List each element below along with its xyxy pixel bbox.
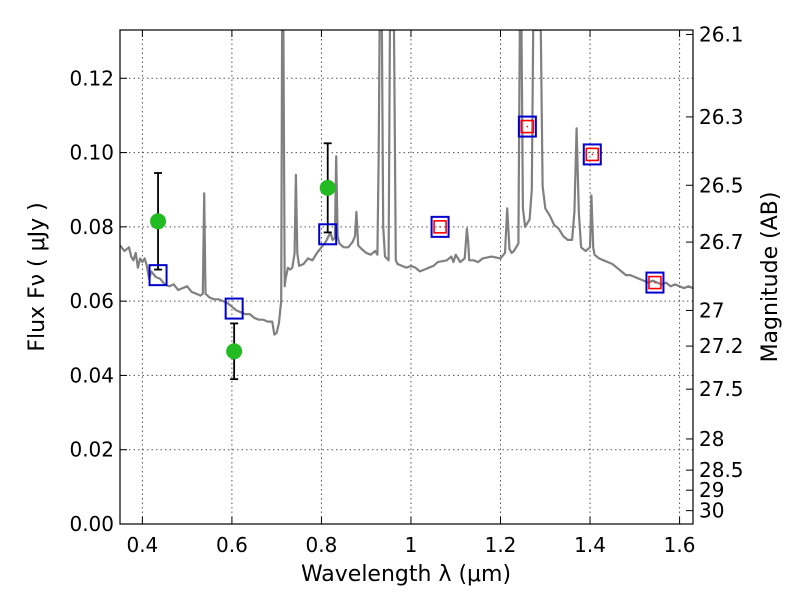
model-spectrum-line xyxy=(120,30,693,336)
model-photometry-marker xyxy=(582,143,602,166)
y2-axis-label: Magnitude (AB) xyxy=(758,192,783,363)
y-tick-label: 0.02 xyxy=(69,438,114,462)
y-tick-label: 0.10 xyxy=(69,141,114,165)
y2-tick-label: 26.1 xyxy=(699,22,744,46)
upper-limit-marker xyxy=(585,147,600,162)
y-tick-label: 0.06 xyxy=(69,289,114,313)
model-photometry-marker xyxy=(645,271,665,294)
model-photometry-marker xyxy=(430,215,450,238)
plot-frame xyxy=(119,29,694,525)
y2-tick-label: 26.7 xyxy=(699,230,744,254)
y2-tick-label: 26.3 xyxy=(699,105,744,129)
x-tick-label: 1.4 xyxy=(574,533,606,557)
y2-tick-label: 27.5 xyxy=(699,377,744,401)
x-axis-label: Wavelength λ (μm) xyxy=(301,562,511,587)
y2-tick-label: 28 xyxy=(699,427,724,451)
y-tick-label: 0.00 xyxy=(69,512,114,536)
upper-limit-marker xyxy=(433,220,447,234)
y-tick-label: 0.08 xyxy=(69,215,114,239)
model-photometry-marker xyxy=(517,115,537,138)
plot-area xyxy=(120,30,693,381)
upper-limit-dot xyxy=(526,125,529,128)
model-photometry-marker xyxy=(318,223,338,246)
x-tick-label: 0.6 xyxy=(216,533,248,557)
model-photometry-marker xyxy=(148,264,168,287)
x-tick-label: 1.2 xyxy=(485,533,517,557)
upper-limit-dot xyxy=(654,281,656,284)
x-tick-label: 1 xyxy=(405,533,418,557)
y2-tick-label: 29 xyxy=(699,478,724,502)
y2-tick-label: 26.5 xyxy=(699,173,744,197)
y2-tick-label: 28.5 xyxy=(699,458,744,482)
x-tick-label: 0.8 xyxy=(306,533,338,557)
y-tick-label: 0.12 xyxy=(69,66,114,90)
model-photometry-marker xyxy=(224,297,244,320)
upper-limit-dot xyxy=(439,226,441,228)
y2-tick-label: 27 xyxy=(699,298,724,322)
y-axis-label: Flux Fν ( μJy ) xyxy=(25,202,50,351)
upper-limit-dot xyxy=(591,153,594,156)
upper-limit-marker xyxy=(520,119,535,134)
x-tick-label: 0.4 xyxy=(126,533,158,557)
y-tick-label: 0.04 xyxy=(69,363,114,387)
y2-tick-label: 27.2 xyxy=(699,334,744,358)
upper-limit-marker xyxy=(648,275,662,290)
observed-point xyxy=(150,213,167,230)
observed-point xyxy=(319,179,336,196)
observed-point xyxy=(226,343,243,360)
y2-tick-label: 30 xyxy=(699,499,724,523)
x-tick-label: 1.6 xyxy=(664,533,696,557)
axis-ticks: 0.4 0.6 0.8 1 1.2 1.4 1.6 0.00 0.02 0.04 0.06 0.08 0… xyxy=(69,22,743,557)
